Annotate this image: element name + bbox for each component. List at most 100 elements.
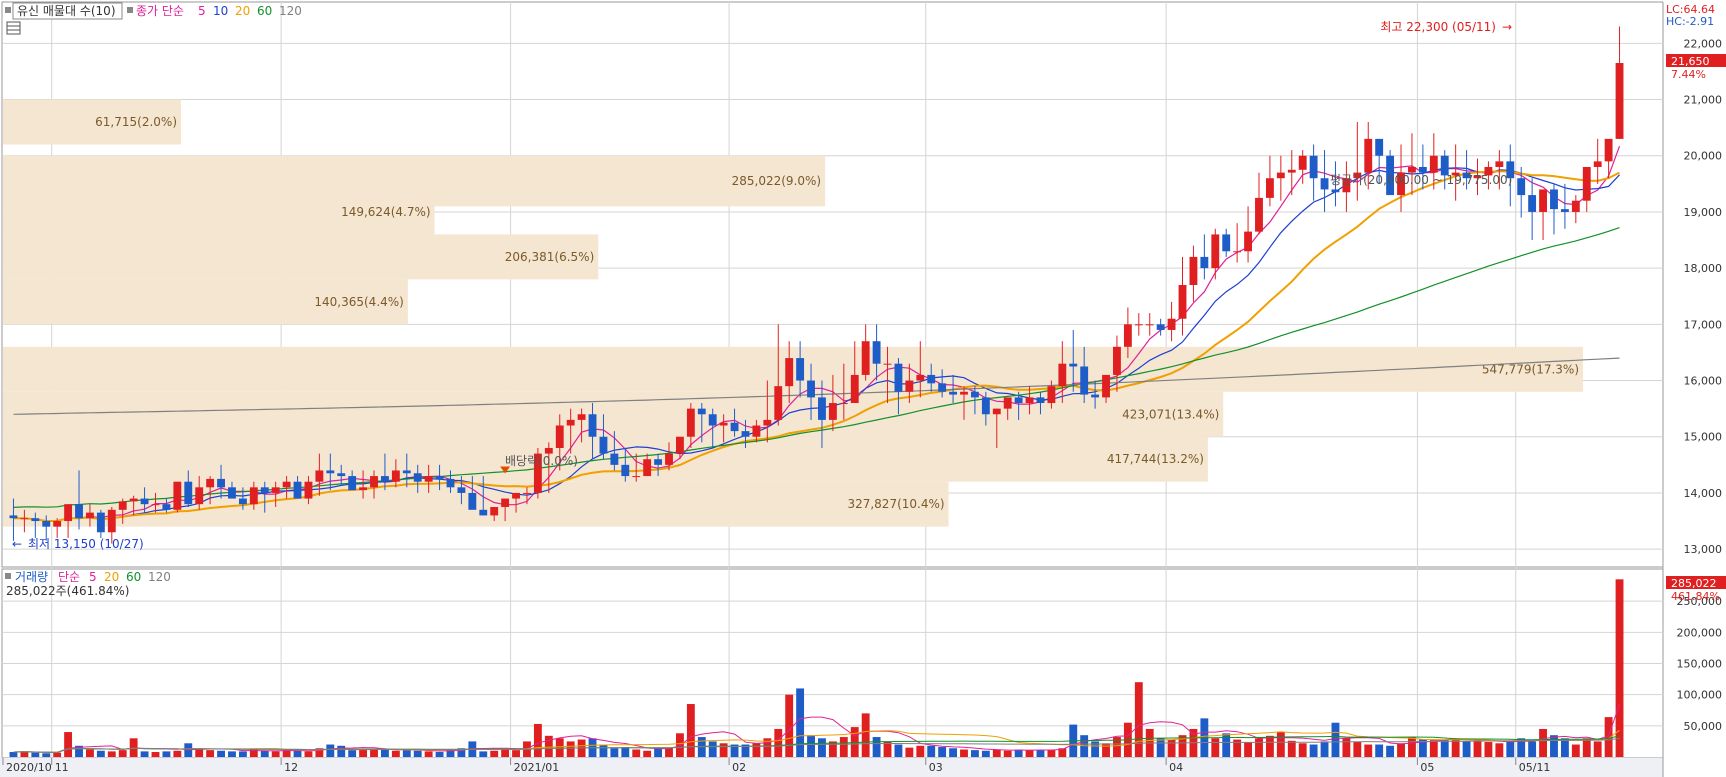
candle[interactable] [391, 459, 400, 488]
volume-bar[interactable] [1265, 735, 1274, 757]
candle[interactable] [129, 495, 138, 516]
candle[interactable] [1222, 228, 1231, 257]
candle[interactable] [610, 431, 619, 471]
legend-period[interactable]: 5 [198, 4, 206, 18]
candle[interactable] [1309, 144, 1318, 201]
volume-bar[interactable] [1167, 739, 1176, 757]
volume-legend-period[interactable]: 120 [148, 570, 171, 584]
candle[interactable] [348, 470, 357, 491]
volume-bar[interactable] [785, 694, 794, 757]
volume-bar[interactable] [621, 747, 630, 757]
candle[interactable] [730, 408, 739, 437]
volume-bar[interactable] [1003, 750, 1012, 757]
candle[interactable] [1506, 144, 1515, 207]
legend-period[interactable]: 20 [235, 4, 250, 18]
candle[interactable] [31, 512, 40, 538]
volume-bar[interactable] [872, 737, 881, 757]
candle[interactable] [566, 408, 575, 454]
volume-bar[interactable] [348, 750, 357, 757]
volume-bar[interactable] [402, 750, 411, 757]
candle[interactable] [970, 386, 979, 415]
volume-bar[interactable] [774, 728, 783, 757]
volume-bar[interactable] [315, 748, 324, 757]
candle[interactable] [468, 476, 477, 510]
candle[interactable] [818, 380, 826, 448]
volume-bar[interactable] [675, 733, 684, 757]
candle[interactable] [686, 403, 695, 448]
volume-bar[interactable] [512, 750, 520, 757]
volume-bar[interactable] [1593, 741, 1602, 757]
volume-bar[interactable] [894, 744, 903, 757]
volume-bar[interactable] [1528, 741, 1537, 757]
candle[interactable] [1397, 144, 1405, 212]
candle[interactable] [1495, 150, 1504, 190]
volume-bar[interactable] [1517, 738, 1526, 757]
volume-bar[interactable] [490, 750, 499, 757]
candle[interactable] [75, 470, 83, 530]
volume-bar[interactable] [1364, 744, 1373, 757]
candle[interactable] [457, 476, 466, 505]
candle[interactable] [992, 408, 1001, 448]
volume-bar[interactable] [1178, 735, 1187, 757]
volume-bar[interactable] [260, 750, 269, 757]
candle[interactable] [719, 414, 728, 443]
volume-bar[interactable] [1353, 742, 1362, 757]
volume-bar[interactable] [271, 751, 280, 757]
candle[interactable] [1244, 206, 1252, 263]
volume-bar[interactable] [195, 749, 204, 757]
volume-bar[interactable] [1550, 735, 1558, 757]
candle[interactable] [479, 476, 488, 516]
volume-bar[interactable] [1386, 745, 1395, 757]
volume-bar[interactable] [916, 745, 925, 757]
candle[interactable] [1156, 318, 1165, 336]
volume-bar[interactable] [31, 752, 40, 757]
volume-bar[interactable] [763, 738, 772, 757]
legend-period[interactable]: 60 [257, 4, 272, 18]
candle[interactable] [1408, 133, 1416, 196]
candle[interactable] [1550, 183, 1558, 235]
volume-bar[interactable] [938, 747, 947, 757]
candle[interactable] [1134, 313, 1143, 336]
candle[interactable] [1069, 329, 1078, 392]
volume-bar[interactable] [249, 749, 258, 757]
volume-bar[interactable] [20, 751, 29, 757]
candle[interactable] [828, 374, 837, 432]
candle[interactable] [304, 476, 313, 505]
volume-bar[interactable] [173, 750, 182, 757]
candle[interactable] [632, 453, 641, 482]
candle[interactable] [807, 363, 815, 420]
volume-bar[interactable] [326, 744, 335, 757]
candle[interactable] [173, 481, 182, 513]
volume-bar[interactable] [708, 741, 717, 757]
volume-bar[interactable] [96, 750, 105, 757]
candle[interactable] [1462, 150, 1471, 190]
candle[interactable] [1353, 122, 1362, 201]
candle[interactable] [1113, 335, 1121, 392]
volume-bar[interactable] [632, 749, 641, 757]
candle[interactable] [1265, 155, 1274, 207]
legend-title-box[interactable] [12, 2, 123, 20]
candle[interactable] [20, 509, 29, 533]
candle[interactable] [1200, 234, 1209, 280]
candle[interactable] [960, 386, 968, 420]
volume-bar[interactable] [730, 744, 739, 757]
volume-bar[interactable] [238, 751, 247, 757]
volume-bar[interactable] [293, 750, 302, 757]
candle[interactable] [1233, 223, 1242, 263]
candle[interactable] [9, 498, 18, 541]
candle[interactable] [293, 476, 302, 499]
candle[interactable] [555, 414, 564, 471]
volume-bar[interactable] [501, 749, 510, 757]
volume-bar[interactable] [610, 748, 619, 757]
candle[interactable] [107, 506, 116, 544]
candle[interactable] [905, 363, 914, 404]
candle[interactable] [839, 363, 848, 420]
candle[interactable] [512, 492, 520, 513]
candle[interactable] [1375, 138, 1384, 184]
candle[interactable] [577, 408, 586, 443]
candle[interactable] [249, 481, 258, 510]
volume-bar[interactable] [1462, 741, 1471, 757]
candle[interactable] [435, 464, 444, 491]
candle[interactable] [894, 358, 903, 415]
volume-bar[interactable] [1091, 741, 1100, 757]
